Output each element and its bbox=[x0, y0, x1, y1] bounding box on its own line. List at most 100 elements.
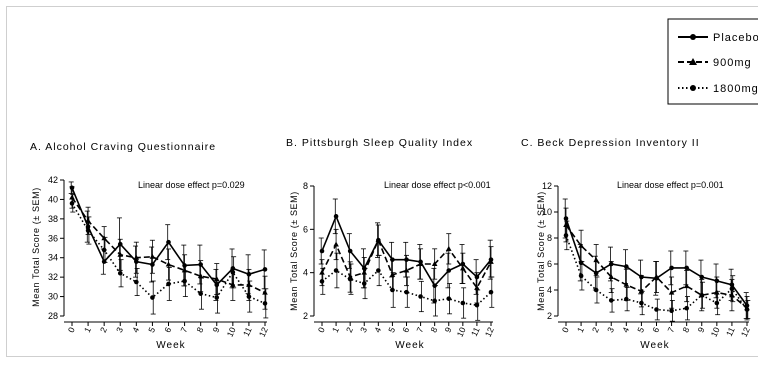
legend: Placebo 900mg 1800mg bbox=[667, 18, 758, 105]
panel-c-1800mg-point bbox=[744, 307, 750, 312]
panel-a-x-tick-label: 10 bbox=[225, 325, 238, 338]
panel-b-900mg-point bbox=[460, 265, 466, 271]
panel-a-900mg-point bbox=[181, 267, 188, 273]
panel-c-1800mg-point bbox=[729, 286, 735, 292]
panel-a-1800mg-point bbox=[101, 247, 107, 253]
panel-b-1800mg-point bbox=[446, 296, 452, 301]
panel-c-1800mg-point bbox=[608, 298, 614, 303]
panel-b-ylabel: Mean Total Score (± SEM) bbox=[289, 191, 299, 311]
panel-c-title: C. Beck Depression Inventory II bbox=[521, 137, 700, 149]
legend-entry-1800mg: 1800mg bbox=[678, 83, 758, 95]
panel-c-series-900mg bbox=[563, 207, 750, 321]
panel-a-1800mg-point bbox=[182, 278, 187, 284]
legend-1800mg-marker bbox=[690, 85, 696, 91]
panel-b-y-tick-label: 4 bbox=[303, 268, 308, 278]
panel-c-x-tick-label: 7 bbox=[665, 325, 676, 334]
panel-c-x-tick-label: 0 bbox=[560, 325, 571, 334]
panel-a-ylabel: Mean Total Score (± SEM) bbox=[31, 187, 41, 307]
panel-c-1800mg-point bbox=[578, 273, 584, 279]
panel-b-1800mg-point bbox=[347, 276, 353, 282]
panel-b: B. Pittsburgh Sleep Quality Index Linear… bbox=[286, 137, 496, 351]
panel-b-x-tick-label: 2 bbox=[344, 325, 355, 334]
panel-b-900mg-point bbox=[389, 271, 396, 277]
panel-c-placebo-point bbox=[699, 274, 705, 280]
panel-a-1800mg-point bbox=[117, 270, 123, 276]
panel-b-annotation: Linear dose effect p<0.001 bbox=[384, 180, 491, 190]
panel-a-x-tick-label: 2 bbox=[98, 325, 109, 334]
panel-b-1800mg-point bbox=[319, 279, 325, 284]
frame-bottom-border bbox=[6, 356, 758, 357]
panel-c-1800mg-point bbox=[714, 300, 720, 306]
panel-c-series-1800mg bbox=[563, 220, 751, 322]
panel-a-y-tick-label: 38 bbox=[48, 214, 58, 224]
panel-a-x-tick-label: 11 bbox=[241, 325, 254, 337]
panel-b-placebo-point bbox=[333, 214, 339, 219]
panel-a-900mg-point bbox=[213, 276, 220, 282]
panel-b-x-tick-label: 4 bbox=[372, 325, 383, 334]
panel-c-900mg-point bbox=[593, 257, 599, 263]
panel-c-900mg-point bbox=[729, 292, 735, 298]
panel-c-y-tick-label: 12 bbox=[542, 181, 552, 191]
panel-a-placebo-point bbox=[101, 259, 107, 264]
panel-a-1800mg-point bbox=[214, 295, 220, 300]
panel-b-title: B. Pittsburgh Sleep Quality Index bbox=[286, 137, 473, 149]
panel-b-900mg-point bbox=[474, 284, 480, 290]
panel-c-900mg-point bbox=[578, 242, 584, 248]
panel-c-x-tick-label: 2 bbox=[590, 325, 601, 334]
panel-b-y-tick-label: 8 bbox=[303, 181, 308, 191]
panel-c-x-tick-label: 4 bbox=[620, 325, 631, 334]
panel-c-1800mg-point bbox=[684, 305, 689, 311]
panel-b-900mg-point bbox=[319, 269, 325, 275]
panel-b-900mg-point bbox=[417, 261, 424, 266]
panel-a-1800mg-point bbox=[150, 295, 155, 300]
panel-a-y-tick-label: 36 bbox=[48, 233, 58, 243]
panel-c-1800mg-point bbox=[639, 300, 644, 306]
panel-a-900mg-point bbox=[85, 217, 91, 223]
panel-a-y-tick-label: 42 bbox=[48, 175, 58, 185]
frame-top-border bbox=[6, 6, 758, 7]
panel-b-900mg-point bbox=[403, 267, 410, 273]
panel-c-y-tick-label: 4 bbox=[547, 285, 552, 295]
panel-a-1800mg-point bbox=[134, 279, 139, 285]
legend-placebo-label: Placebo bbox=[713, 32, 758, 44]
panel-b-1800mg-point bbox=[333, 268, 339, 273]
panel-b-900mg-point bbox=[431, 261, 438, 266]
panel-c-annotation: Linear dose effect p=0.001 bbox=[617, 180, 724, 190]
panel-a-x-tick-label: 1 bbox=[82, 325, 93, 334]
panel-c-placebo-point bbox=[624, 264, 629, 269]
panel-c-y-tick-label: 10 bbox=[542, 207, 552, 217]
legend-900mg-label: 900mg bbox=[713, 57, 752, 69]
panel-a-y-tick-label: 30 bbox=[48, 292, 58, 302]
panel-b-x-tick-label: 0 bbox=[316, 325, 327, 334]
panel-c-900mg-point bbox=[653, 274, 660, 279]
panel-b-900mg-point bbox=[375, 237, 382, 243]
panel-c-900mg-point bbox=[638, 288, 645, 294]
panel-c-900mg-point bbox=[683, 283, 690, 289]
panel-a-900mg-point bbox=[262, 289, 268, 295]
panel-b-1800mg-point bbox=[404, 289, 409, 295]
panel-b-x-tick-label: 12 bbox=[483, 325, 496, 338]
panel-a-title: A. Alcohol Craving Questionnaire bbox=[30, 141, 216, 153]
panel-c-900mg-point bbox=[563, 222, 569, 227]
panel-a-900mg-point bbox=[197, 273, 204, 279]
panel-c-1800mg-point bbox=[624, 296, 629, 302]
panel-c-x-tick-label: 8 bbox=[680, 325, 691, 334]
panel-a-annotation: Linear dose effect p=0.029 bbox=[138, 180, 245, 190]
panel-a-x-tick-label: 0 bbox=[66, 325, 77, 334]
panel-c-y-tick-label: 6 bbox=[547, 259, 552, 269]
panel-a-1800mg-point bbox=[69, 201, 75, 206]
panel-a-1800mg-point bbox=[230, 269, 236, 275]
panel-c-x-tick-label: 9 bbox=[695, 325, 706, 334]
panel-a-1800mg-point bbox=[85, 228, 91, 233]
panel-a-900mg-point bbox=[246, 281, 252, 287]
panel-a-x-tick-label: 5 bbox=[146, 325, 157, 334]
panel-a-y-tick-label: 28 bbox=[48, 311, 58, 321]
panel-a-x-tick-label: 6 bbox=[162, 325, 173, 334]
panel-a-900mg-point bbox=[69, 194, 75, 200]
panel-b-x-tick-label: 11 bbox=[469, 325, 482, 337]
panel-b-series-1800mg bbox=[319, 252, 495, 321]
panel-b-x-tick-label: 1 bbox=[330, 325, 341, 334]
panel-c-placebo-point bbox=[669, 265, 674, 271]
